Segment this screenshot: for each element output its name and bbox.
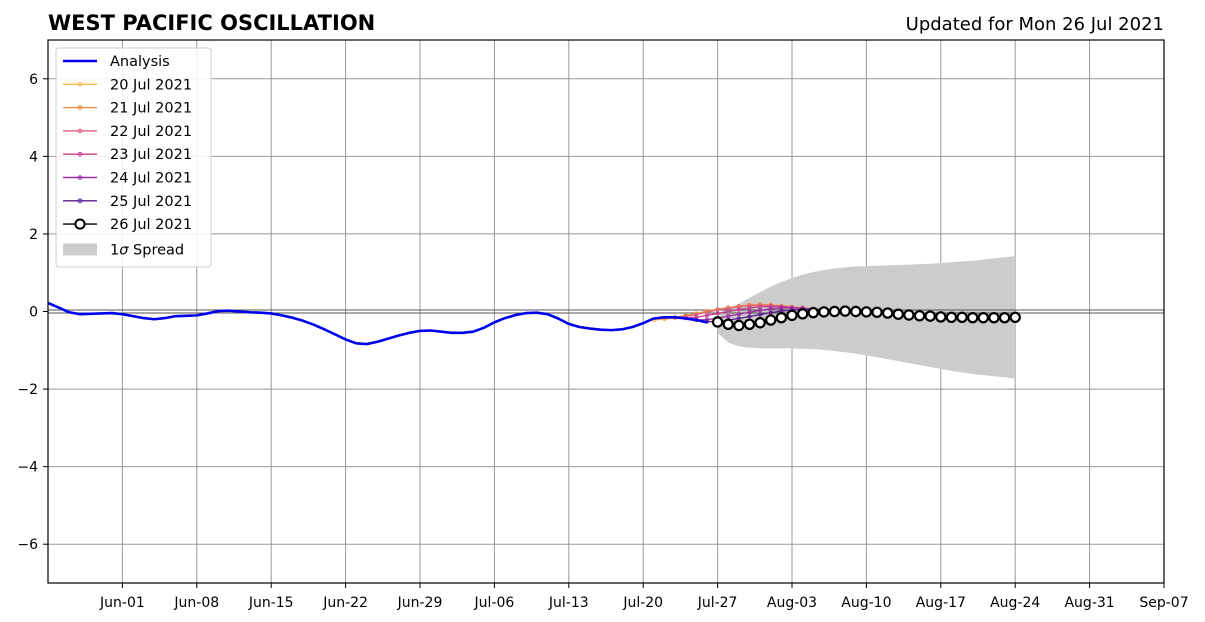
forecast-point — [935, 311, 947, 323]
x-tick-label: Jul-20 — [622, 595, 663, 611]
legend-swatch-marker — [77, 175, 83, 180]
legend-label-spread: 1σ Spread — [110, 242, 184, 258]
forecast-point — [924, 310, 936, 322]
forecast-point — [839, 305, 851, 317]
forecast-point — [977, 312, 990, 324]
forecast-point — [722, 318, 734, 330]
forecast-point — [1009, 311, 1021, 324]
forecast-point — [988, 312, 1000, 324]
x-tick-label: Jul-06 — [474, 595, 515, 611]
forecast-point — [903, 309, 915, 321]
forecast-point — [765, 314, 777, 326]
y-tick-label: 2 — [29, 227, 38, 243]
forecast-point — [881, 307, 894, 319]
x-tick-label: Jun-01 — [99, 595, 145, 611]
forecast-point — [726, 314, 731, 319]
x-tick-label: Jun-22 — [322, 595, 368, 611]
x-tick-label: Jul-13 — [548, 595, 589, 611]
legend-box — [55, 47, 212, 268]
legend-swatch-marker — [74, 218, 86, 230]
forecast-point — [736, 307, 741, 312]
x-tick-label: Jun-29 — [397, 595, 443, 611]
x-tick-label: Sep-07 — [1139, 595, 1188, 611]
forecast-series — [711, 305, 1021, 332]
forecast-point — [956, 311, 968, 324]
y-tick-label: 0 — [29, 305, 38, 321]
legend-label: 22 Jul 2021 — [110, 124, 192, 140]
forecast-point — [715, 311, 720, 316]
x-axis-ticks: Jun-01 Jun-08 Jun-15 Jun-22 Jun-29 Jul-06 Jul-… — [99, 583, 1189, 611]
forecast-point — [860, 306, 873, 318]
forecast-point — [733, 319, 745, 332]
legend-label: 24 Jul 2021 — [110, 171, 192, 187]
forecast-point — [743, 318, 756, 330]
chart-subtitle: Updated for Mon 26 Jul 2021 — [906, 14, 1164, 35]
legend-swatch-marker — [77, 128, 83, 134]
analysis-layer — [47, 301, 708, 346]
y-tick-label: 4 — [29, 149, 38, 165]
forecast-point — [758, 308, 763, 313]
y-tick-label: −6 — [17, 537, 38, 553]
legend-label: 21 Jul 2021 — [110, 101, 192, 117]
legend-swatch-spread — [63, 243, 97, 256]
x-tick-label: Jun-08 — [173, 595, 219, 611]
forecast-point — [998, 312, 1011, 324]
forecast-point — [913, 310, 926, 322]
forecast-point — [747, 303, 752, 308]
legend-swatch-marker — [77, 105, 83, 110]
legend-swatch-marker — [77, 82, 83, 87]
legend: Analysis 20 Jul 2021 21 Jul 2021 22 Jul 202… — [55, 47, 212, 268]
forecast-point — [768, 310, 773, 315]
x-tick-label: Aug-10 — [841, 595, 891, 611]
chart-title: WEST PACIFIC OSCILLATION — [48, 11, 375, 35]
x-tick-label: Aug-24 — [990, 595, 1040, 611]
forecast-point — [747, 310, 752, 315]
forecast-point — [726, 309, 731, 314]
forecast-point — [892, 308, 904, 320]
x-tick-label: Aug-17 — [916, 595, 966, 611]
forecast-point — [850, 305, 862, 318]
y-tick-label: −4 — [17, 460, 38, 476]
forecast-point — [945, 311, 958, 324]
forecast-point — [768, 306, 773, 311]
forecast-point — [754, 317, 766, 329]
x-tick-label: Aug-03 — [767, 595, 817, 611]
forecast-point — [786, 309, 798, 322]
series-layer — [651, 302, 1021, 332]
x-tick-label: Aug-31 — [1064, 595, 1114, 611]
forecast-point — [966, 312, 979, 324]
y-axis-ticks: −6 −4 −2 0 2 4 6 — [17, 72, 48, 553]
forecast-point — [818, 306, 830, 318]
legend-label: 23 Jul 2021 — [110, 147, 192, 163]
forecast-point — [768, 304, 773, 309]
legend-label: 25 Jul 2021 — [110, 194, 192, 210]
forecast-point — [796, 308, 809, 320]
analysis-line — [47, 301, 708, 346]
legend-label-analysis: Analysis — [110, 54, 170, 70]
forecast-point — [775, 312, 788, 324]
forecast-point — [747, 314, 752, 319]
forecast-point — [736, 312, 741, 317]
forecast-point — [807, 306, 819, 319]
forecast-point — [871, 306, 883, 318]
y-tick-label: 6 — [29, 72, 38, 88]
legend-label: 20 Jul 2021 — [110, 77, 192, 93]
x-tick-label: Jun-15 — [248, 595, 294, 611]
legend-label: 26 Jul 2021 — [110, 217, 192, 233]
forecast-point — [704, 313, 710, 318]
forecast-point — [747, 305, 752, 311]
legend-swatch-marker — [77, 151, 83, 157]
forecast-point — [828, 305, 841, 318]
x-tick-label: Jul-27 — [697, 595, 738, 611]
y-tick-label: −2 — [17, 382, 38, 398]
forecast-point — [758, 312, 763, 317]
forecast-point — [711, 316, 724, 328]
legend-swatch-marker — [77, 198, 83, 204]
